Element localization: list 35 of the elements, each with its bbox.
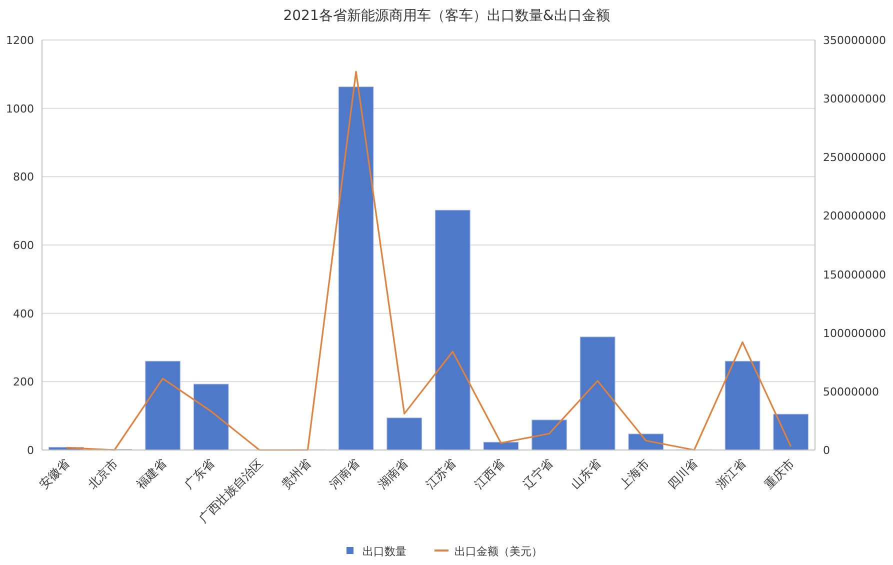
y-tick-label: 200 <box>13 376 34 389</box>
y-tick-label: 1200 <box>6 34 34 47</box>
x-tick-label: 江西省 <box>472 456 508 492</box>
legend-label: 出口数量 <box>362 545 406 558</box>
x-tick-label: 贵州省 <box>278 456 314 492</box>
y-tick-label: 400 <box>13 307 34 320</box>
x-tick-label: 广东省 <box>182 456 218 492</box>
x-tick-label: 福建省 <box>134 456 169 492</box>
x-tick-label: 辽宁省 <box>520 456 556 492</box>
x-tick-label: 湖南省 <box>375 456 410 492</box>
y-tick-label: 600 <box>13 239 34 252</box>
y2-tick-label: 250000000 <box>823 151 886 164</box>
y2-tick-label: 300000000 <box>823 92 886 106</box>
chart-title: 2021各省新能源商用车（客车）出口数量&出口金额 <box>283 8 610 24</box>
y2-tick-label: 100000000 <box>823 326 886 340</box>
y2-tick-label: 200000000 <box>823 210 886 223</box>
x-tick-label: 北京市 <box>85 456 121 492</box>
y2-tick-label: 50000000 <box>823 385 879 398</box>
x-tick-label: 江苏省 <box>423 456 459 492</box>
y2-tick-label: 150000000 <box>823 268 886 282</box>
x-tick-label: 山东省 <box>568 456 604 492</box>
x-tick-label: 浙江省 <box>713 456 749 492</box>
x-tick-label: 安徽省 <box>36 456 72 492</box>
y-tick-label: 0 <box>27 444 34 457</box>
y-tick-label: 1000 <box>6 102 34 116</box>
y2-tick-label: 0 <box>823 444 830 457</box>
legend-item: 出口金额（美元） <box>434 545 542 558</box>
x-tick-label: 上海市 <box>616 456 652 492</box>
y-tick-label: 800 <box>13 170 34 184</box>
x-tick-label: 重庆市 <box>762 456 797 492</box>
x-tick-label: 四川省 <box>664 456 700 492</box>
legend-item: 出口数量 <box>346 545 406 558</box>
y2-tick-label: 350000000 <box>823 34 886 47</box>
legend-label: 出口金额（美元） <box>454 545 542 558</box>
x-tick-label: 河南省 <box>326 456 362 492</box>
